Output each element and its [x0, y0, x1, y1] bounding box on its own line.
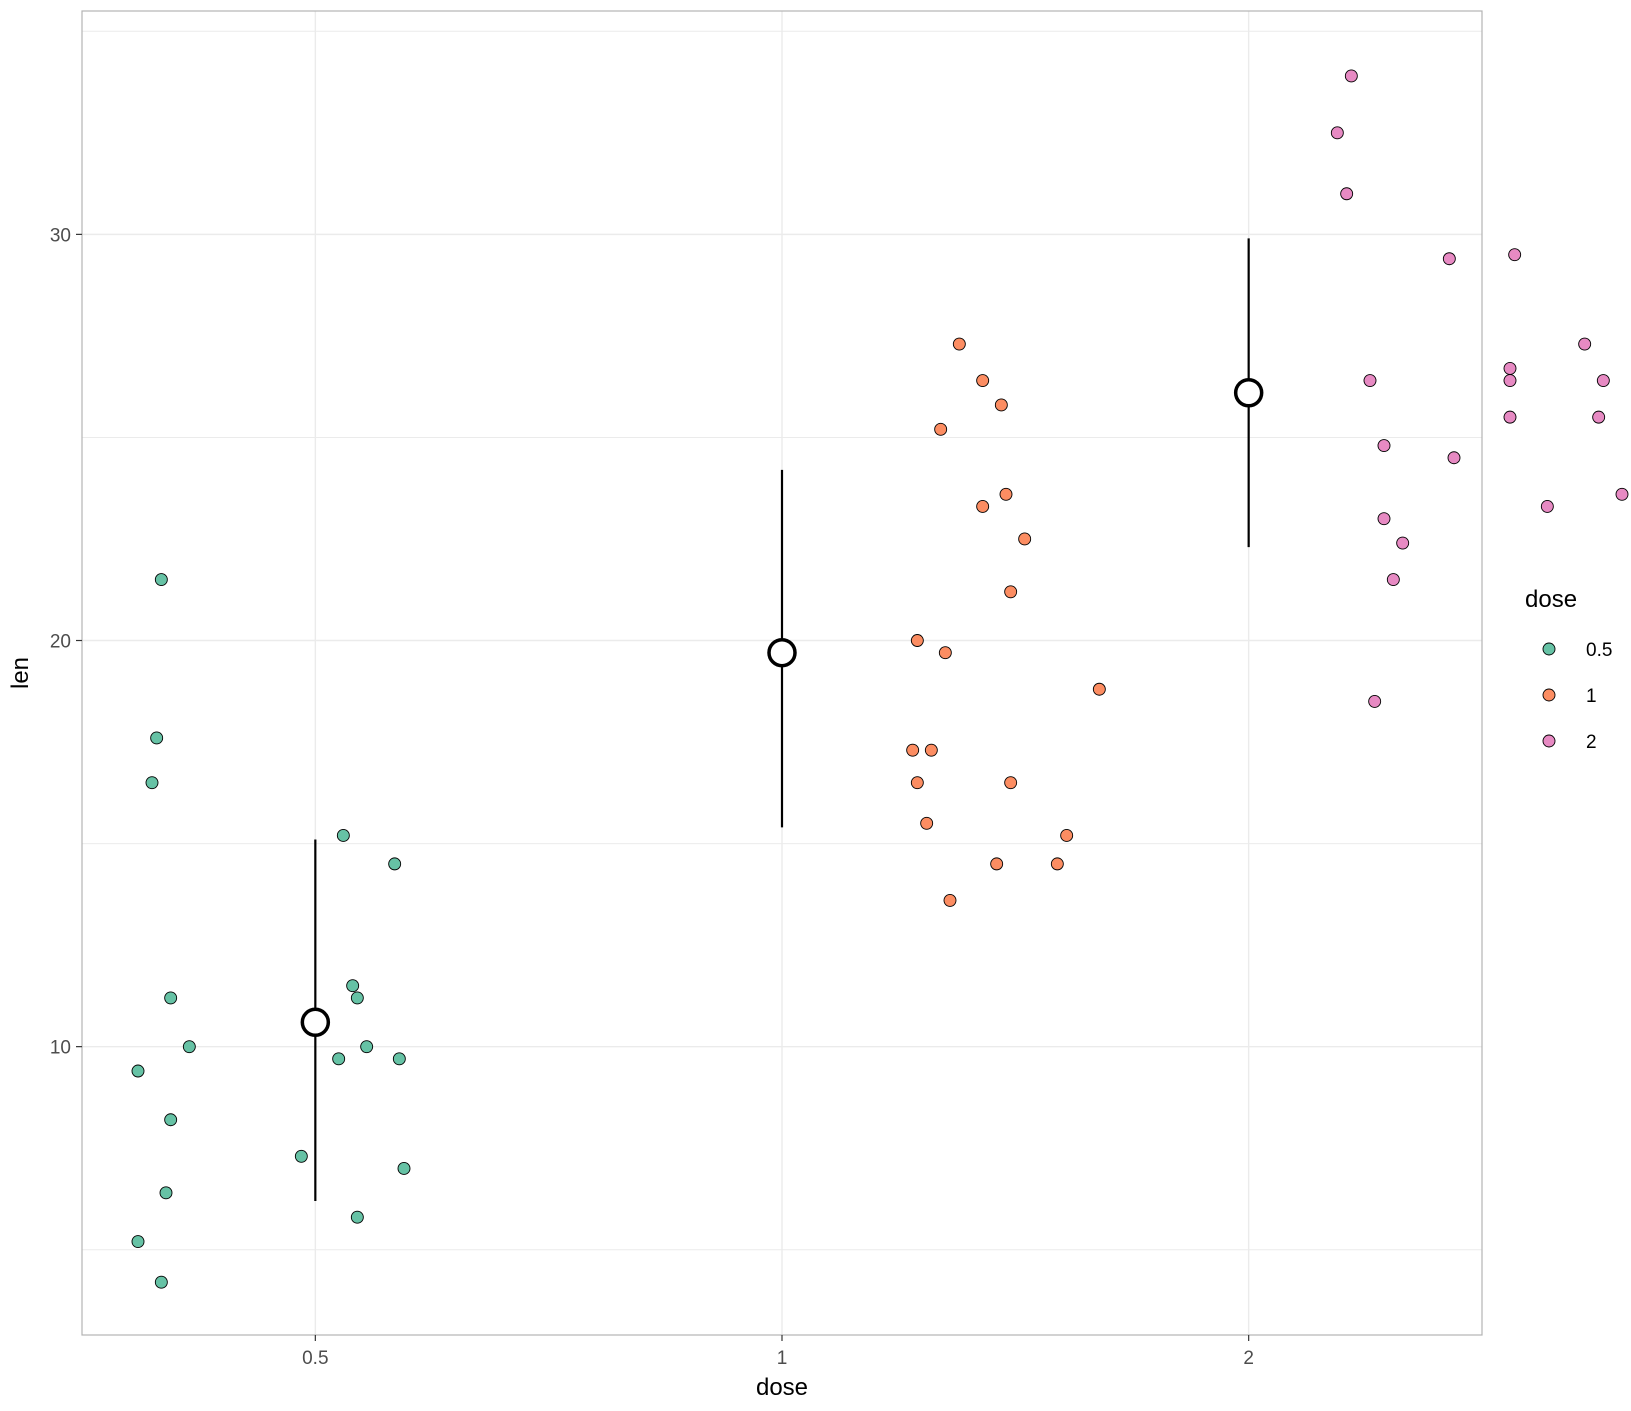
legend: dose 0.5 1 2	[1525, 586, 1612, 753]
data-point	[1368, 694, 1382, 708]
data-point	[1508, 248, 1522, 262]
data-point	[1578, 337, 1592, 351]
data-point	[1340, 187, 1354, 201]
data-point	[1377, 512, 1391, 526]
data-point	[1503, 374, 1517, 388]
mean-point	[767, 637, 797, 668]
legend-label: 1	[1586, 686, 1597, 707]
x-tick-label: 2	[1243, 1348, 1254, 1369]
data-point	[350, 1210, 364, 1224]
y-tick-label: 10	[50, 1038, 71, 1059]
data-point	[1386, 573, 1400, 587]
data-point	[920, 816, 934, 830]
data-point	[164, 991, 178, 1005]
data-point	[990, 857, 1004, 871]
data-point	[332, 1052, 346, 1066]
data-point	[360, 1040, 374, 1054]
data-point	[1615, 487, 1629, 501]
data-point	[976, 374, 990, 388]
data-point	[1060, 829, 1074, 842]
data-point	[1018, 532, 1032, 546]
data-point	[150, 731, 164, 745]
mean-summaries	[300, 238, 1264, 1201]
data-point	[145, 776, 159, 790]
data-point	[952, 337, 966, 351]
data-point	[388, 857, 402, 871]
x-axis-title: dose	[756, 1374, 808, 1401]
data-point	[1596, 374, 1610, 388]
legend-key	[1542, 688, 1556, 702]
data-point	[1004, 776, 1018, 790]
legend-items: 0.5 1 2	[1542, 640, 1612, 753]
y-tick-label: 30	[50, 225, 71, 246]
data-point	[1540, 500, 1554, 513]
data-point	[131, 1064, 145, 1078]
data-point	[336, 829, 350, 842]
data-point	[294, 1149, 308, 1163]
data-point	[350, 991, 364, 1005]
legend-label: 0.5	[1586, 640, 1612, 661]
data-point	[392, 1052, 406, 1066]
data-point	[164, 1113, 178, 1127]
data-point	[1442, 252, 1456, 266]
legend-label: 2	[1586, 732, 1597, 753]
data-point	[1503, 410, 1517, 424]
x-axis-ticks: 0.5 1 2	[302, 1335, 1254, 1369]
data-point	[934, 422, 948, 436]
data-point	[1004, 585, 1018, 599]
data-point	[397, 1162, 411, 1175]
data-point	[1330, 126, 1344, 140]
data-points	[131, 69, 1629, 1289]
data-point	[1344, 69, 1358, 83]
data-point	[906, 743, 920, 757]
legend-title: dose	[1525, 586, 1577, 613]
data-point	[994, 398, 1008, 412]
data-point	[999, 487, 1013, 501]
x-tick-label: 0.5	[302, 1348, 328, 1369]
data-point	[159, 1186, 173, 1200]
x-tick-label: 1	[777, 1348, 788, 1369]
y-axis-ticks: 10 20 30	[50, 225, 82, 1059]
data-point	[910, 776, 924, 790]
data-point	[1396, 536, 1410, 550]
y-tick-label: 20	[50, 632, 71, 653]
data-point	[938, 646, 952, 660]
data-point	[182, 1040, 196, 1054]
data-point	[1447, 451, 1461, 465]
mean-point	[1233, 378, 1264, 408]
y-axis-title: len	[7, 657, 34, 689]
data-point	[943, 893, 957, 907]
mean-point	[300, 1007, 331, 1038]
legend-key	[1542, 642, 1556, 656]
data-point	[1050, 857, 1064, 871]
data-point	[1503, 361, 1517, 375]
data-point	[1092, 682, 1106, 696]
legend-key	[1542, 734, 1556, 748]
data-point	[1592, 410, 1606, 424]
data-point	[131, 1235, 145, 1249]
data-point	[154, 573, 168, 587]
data-point	[1377, 439, 1391, 453]
data-point	[910, 634, 924, 647]
data-point	[154, 1275, 168, 1289]
data-point	[1363, 374, 1377, 388]
data-point	[976, 500, 990, 513]
data-point	[924, 743, 938, 757]
data-point	[346, 979, 360, 993]
